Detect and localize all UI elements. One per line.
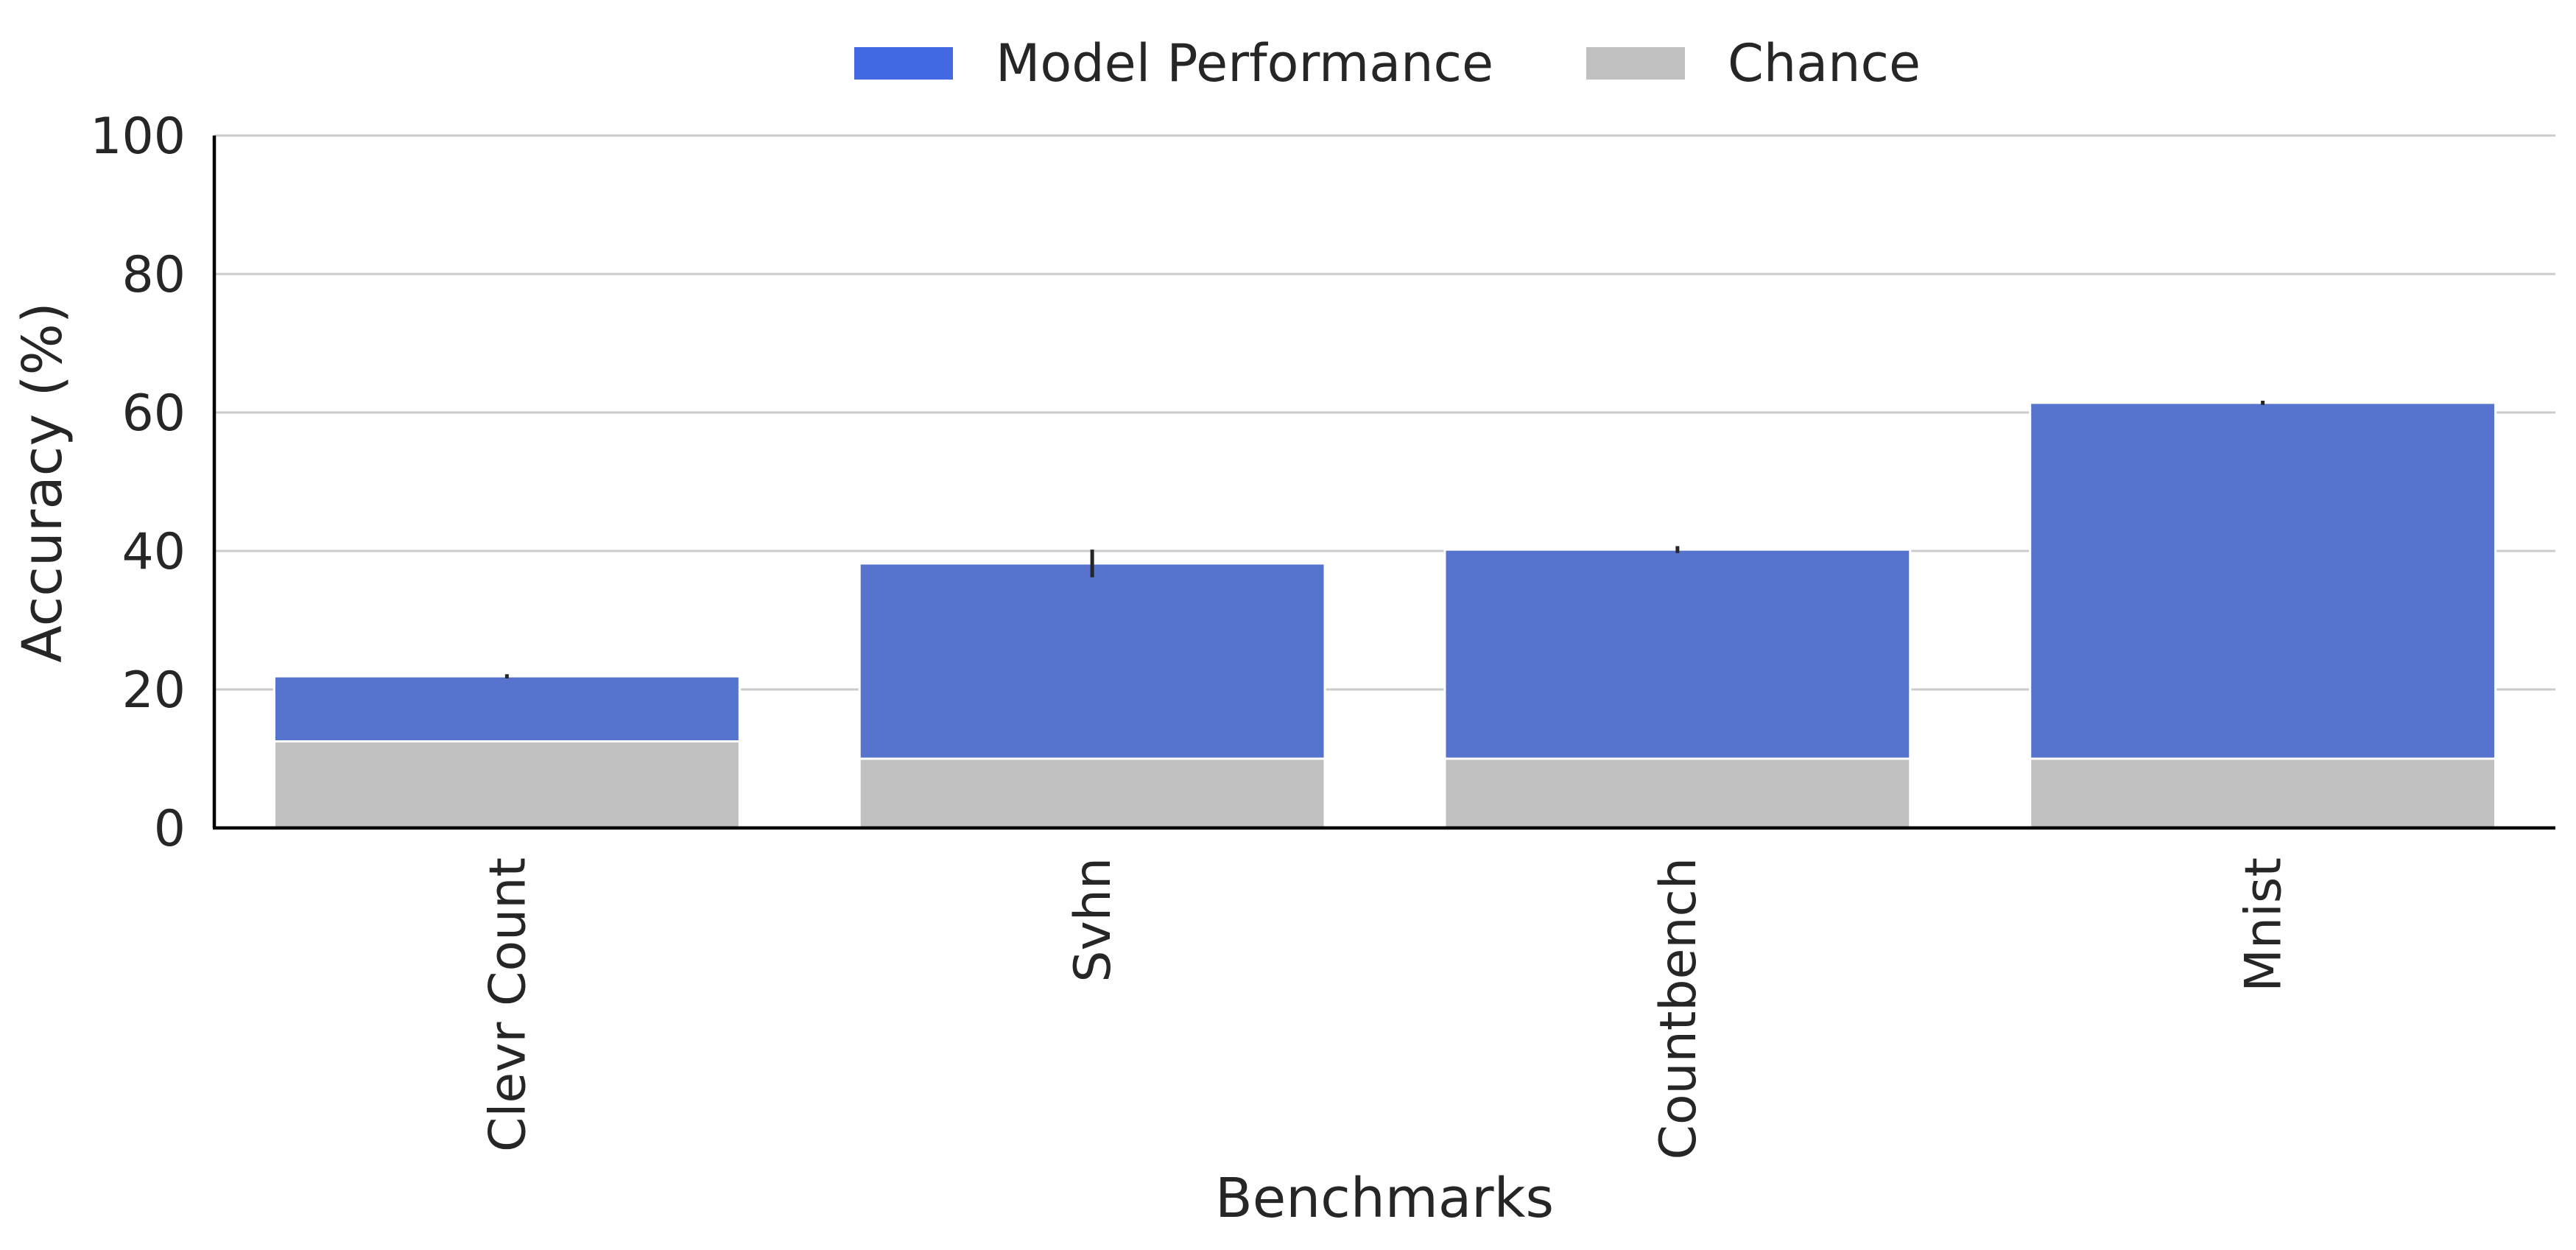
y-tick-label-40: 40	[122, 523, 186, 581]
x-tick-label-svhn: Svhn	[1064, 857, 1122, 983]
x-tick-label-clevr-count: Clevr Count	[479, 857, 537, 1152]
legend-label-model-performance: Model Performance	[996, 33, 1493, 94]
tick-labels: 0 20 40 60 80 100 Clevr Count Svhn Countbench Mni…	[90, 108, 2292, 1160]
bar-model-performance-mnist	[2029, 401, 2497, 829]
y-tick-label-20: 20	[122, 661, 186, 720]
y-tick-label-0: 0	[154, 800, 186, 858]
x-tick-label-mnist: Mnist	[2235, 857, 2293, 992]
legend-swatch-model-performance	[854, 47, 953, 80]
legend-swatch-chance	[1586, 47, 1685, 80]
y-axis-label: Accuracy (%)	[11, 302, 74, 662]
legend: Model Performance Chance	[854, 33, 1921, 94]
y-tick-label-100: 100	[90, 108, 186, 166]
bar-chance-clevr-count	[272, 740, 741, 829]
y-tick-label-60: 60	[122, 385, 186, 443]
bar-chance-svhn	[858, 757, 1326, 829]
legend-label-chance: Chance	[1728, 33, 1921, 94]
axes	[212, 136, 2555, 830]
bar-chance-mnist	[2029, 757, 2497, 829]
y-tick-label-80: 80	[122, 246, 186, 304]
x-tick-label-countbench: Countbench	[1650, 857, 1708, 1160]
bars	[272, 401, 2497, 829]
bar-chance-countbench	[1443, 757, 1912, 829]
x-axis-label: Benchmarks	[1215, 1167, 1554, 1230]
